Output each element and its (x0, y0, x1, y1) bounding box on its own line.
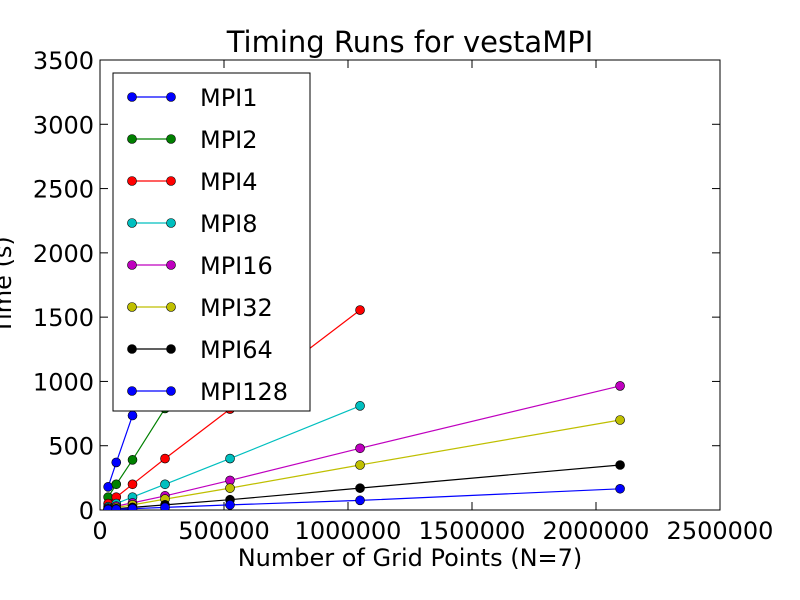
series-layer (103, 305, 625, 510)
legend-marker (166, 176, 176, 186)
data-point (127, 503, 138, 510)
legend-entry: MPI64 (127, 336, 273, 364)
data-point (615, 460, 625, 470)
x-tick-label: 2000000 (543, 517, 650, 545)
y-tick-label: 3500 (33, 47, 94, 75)
data-point (355, 443, 365, 454)
y-axis: 0 500 1000 1500 2000 2500 3000 3500 (33, 47, 720, 525)
data-point (127, 479, 138, 490)
x-tick-label: 2500000 (667, 517, 774, 545)
data-point (355, 495, 365, 506)
data-point (355, 305, 365, 315)
legend-label: MPI16 (200, 252, 273, 280)
legend-label: MPI64 (200, 336, 273, 364)
legend-marker (127, 302, 137, 312)
data-point (355, 483, 365, 493)
y-tick-label: 3000 (33, 111, 94, 139)
data-point (160, 453, 170, 464)
data-point (615, 381, 625, 391)
x-tick-label: 1000000 (295, 517, 402, 545)
data-point (225, 453, 235, 464)
data-point (355, 460, 365, 470)
y-tick-label: 1500 (33, 304, 94, 332)
legend-entry: MPI16 (127, 252, 273, 280)
data-point (160, 502, 170, 510)
legend-label: MPI1 (200, 84, 258, 112)
legend-marker (127, 386, 137, 396)
x-tick-label: 500000 (178, 517, 270, 545)
legend-marker (127, 92, 137, 102)
legend-entry: MPI32 (127, 294, 273, 322)
legend-marker (127, 134, 137, 144)
data-point (103, 482, 113, 492)
legend-marker (127, 344, 137, 354)
legend: MPI1 MPI2 MPI4 MPI8 MPI16 MPI32 MPI64 MPI128 (112, 72, 311, 412)
legend-marker (127, 176, 137, 186)
legend-entry: MPI2 (127, 126, 258, 154)
data-point (127, 410, 138, 421)
legend-label: MPI4 (200, 168, 258, 196)
data-point (225, 500, 235, 510)
legend-label: MPI8 (200, 210, 258, 238)
legend-entry: MPI128 (127, 378, 288, 406)
legend-label: MPI128 (200, 378, 288, 406)
y-tick-label: 1000 (33, 368, 94, 396)
legend-label: MPI32 (200, 294, 273, 322)
series-mpi128 (103, 483, 625, 510)
data-point (615, 415, 625, 425)
legend-marker (127, 260, 137, 270)
data-point (355, 401, 365, 411)
y-tick-label: 2000 (33, 240, 94, 268)
legend-entry: MPI8 (127, 210, 258, 238)
legend-marker (166, 302, 176, 312)
legend-marker (166, 218, 176, 228)
data-point (615, 483, 625, 494)
legend-marker (166, 134, 176, 144)
legend-marker (166, 92, 176, 102)
legend-marker (166, 344, 176, 354)
data-point (111, 457, 122, 468)
plot-frame (99, 59, 721, 511)
legend-label: MPI2 (200, 126, 258, 154)
legend-marker (166, 386, 176, 396)
y-tick-label: 0 (79, 497, 94, 525)
data-point (225, 483, 235, 493)
data-point (127, 455, 138, 465)
series-line (107, 408, 166, 498)
legend-box (112, 72, 311, 412)
x-tick-label: 0 (92, 517, 107, 545)
y-axis-label: Time (s) (0, 236, 17, 335)
legend-marker (166, 260, 176, 270)
legend-entry: MPI1 (127, 84, 258, 112)
data-point (111, 479, 122, 490)
x-axis-label: Number of Grid Points (N=7) (238, 544, 583, 572)
data-point (111, 504, 122, 510)
legend-marker (127, 218, 137, 228)
data-point (160, 479, 170, 490)
x-axis: 0 500000 1000000 1500000 2000000 2500000 (92, 60, 773, 545)
y-tick-label: 500 (48, 433, 94, 461)
legend-entry: MPI4 (127, 168, 258, 196)
chart-title: Timing Runs for vestaMPI (226, 25, 594, 59)
y-tick-label: 2500 (33, 176, 94, 204)
x-tick-label: 1500000 (419, 517, 526, 545)
